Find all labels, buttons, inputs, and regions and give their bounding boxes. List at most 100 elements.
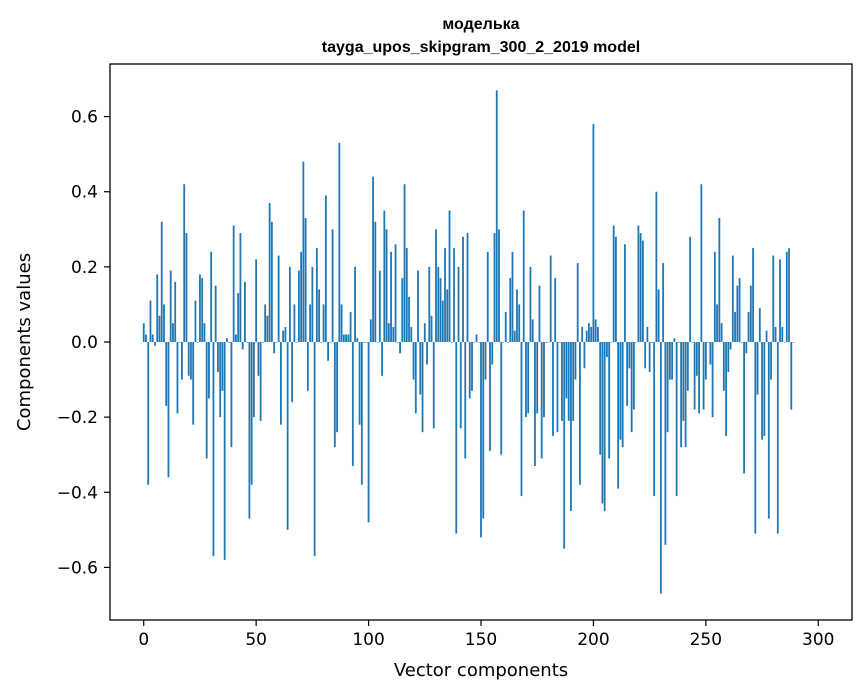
bar-10 xyxy=(165,342,168,406)
bar-174 xyxy=(534,342,536,466)
x-tick-label: 250 xyxy=(690,630,722,650)
bar-264 xyxy=(736,285,739,342)
bar-189 xyxy=(567,342,570,421)
bar-34 xyxy=(219,342,222,418)
x-tick-label: 150 xyxy=(465,630,497,650)
y-tick-label: 0.0 xyxy=(71,333,98,353)
bar-161 xyxy=(504,311,507,342)
bar-109 xyxy=(387,323,390,342)
bar-119 xyxy=(410,326,413,342)
bar-5 xyxy=(154,342,156,346)
bar-178 xyxy=(543,342,545,418)
bar-199 xyxy=(590,326,593,342)
bar-45 xyxy=(244,281,246,342)
bar-116 xyxy=(403,184,406,342)
bar-221 xyxy=(639,233,642,342)
bar-3 xyxy=(149,300,152,342)
x-tick-label: 200 xyxy=(577,630,609,650)
bar-251 xyxy=(707,342,709,343)
bar-122 xyxy=(417,270,419,342)
bar-179 xyxy=(545,342,548,343)
bar-84 xyxy=(331,229,334,342)
bar-134 xyxy=(444,248,446,342)
bar-70 xyxy=(300,251,303,342)
bar-175 xyxy=(536,342,539,414)
bar-244 xyxy=(691,342,694,343)
bar-196 xyxy=(583,342,586,369)
bar-101 xyxy=(369,319,372,342)
bar-107 xyxy=(383,210,386,342)
bar-128 xyxy=(430,315,433,342)
bar-198 xyxy=(588,323,590,342)
bar-40 xyxy=(232,225,235,342)
bar-58 xyxy=(273,342,276,354)
bar-64 xyxy=(286,342,289,530)
bar-224 xyxy=(646,326,649,342)
bar-98 xyxy=(363,342,365,343)
bar-142 xyxy=(462,236,464,342)
bar-51 xyxy=(257,342,260,376)
bar-80 xyxy=(322,304,325,342)
bar-102 xyxy=(372,176,374,342)
bar-12 xyxy=(169,270,172,342)
bar-56 xyxy=(268,203,271,342)
y-tick-label: 0.4 xyxy=(71,183,98,203)
bar-232 xyxy=(664,342,667,545)
bar-259 xyxy=(725,342,727,436)
bar-57 xyxy=(270,221,273,342)
bar-20 xyxy=(187,342,190,376)
bar-203 xyxy=(599,342,602,455)
bar-52 xyxy=(259,342,262,421)
y-axis-ticks: −0.6 −0.4 −0.2 0.0 0.2 0.4 0.6 xyxy=(57,108,110,578)
bar-160 xyxy=(502,342,505,343)
chart-subtitle: tayga_upos_skipgram_300_2_2019 model xyxy=(322,39,640,56)
bar-218 xyxy=(633,342,635,410)
bar-281 xyxy=(774,326,777,342)
plot-frame xyxy=(109,63,853,621)
bar-231 xyxy=(662,263,665,342)
bar-279 xyxy=(770,342,772,380)
bar-154 xyxy=(489,342,491,451)
bar-239 xyxy=(680,342,683,448)
bar-32 xyxy=(214,285,217,342)
bar-184 xyxy=(556,342,559,433)
bar-18 xyxy=(183,184,186,342)
x-tick-label: 100 xyxy=(352,630,384,650)
bar-41 xyxy=(235,334,237,342)
bar-54 xyxy=(264,304,267,342)
bar-144 xyxy=(466,233,469,342)
bar-220 xyxy=(637,225,640,342)
bar-186 xyxy=(561,342,563,421)
bar-65 xyxy=(288,266,291,342)
bar-7 xyxy=(158,315,161,342)
bar-62 xyxy=(282,330,285,342)
bar-190 xyxy=(570,342,572,512)
bar-233 xyxy=(666,342,669,433)
bar-103 xyxy=(374,221,377,342)
bar-24 xyxy=(196,342,199,343)
bar-201 xyxy=(594,319,597,342)
bar-111 xyxy=(392,326,395,342)
bar-192 xyxy=(574,342,577,380)
bar-140 xyxy=(457,266,460,342)
bar-260 xyxy=(727,342,730,373)
bar-19 xyxy=(185,233,188,342)
bar-158 xyxy=(498,229,500,342)
bar-81 xyxy=(324,195,327,342)
bar-285 xyxy=(783,342,786,343)
bar-228 xyxy=(655,191,658,342)
bar-130 xyxy=(435,229,437,342)
bar-256 xyxy=(718,218,721,342)
bar-261 xyxy=(729,342,732,350)
bar-21 xyxy=(190,342,192,380)
bar-149 xyxy=(477,342,480,343)
bar-187 xyxy=(563,342,566,549)
bar-169 xyxy=(522,210,525,342)
bar-263 xyxy=(734,311,736,342)
bar-55 xyxy=(266,315,269,342)
bar-170 xyxy=(525,342,527,418)
y-axis-label: Components values xyxy=(14,253,35,431)
bar-63 xyxy=(284,326,287,342)
bar-15 xyxy=(176,342,179,414)
bar-172 xyxy=(529,266,532,342)
